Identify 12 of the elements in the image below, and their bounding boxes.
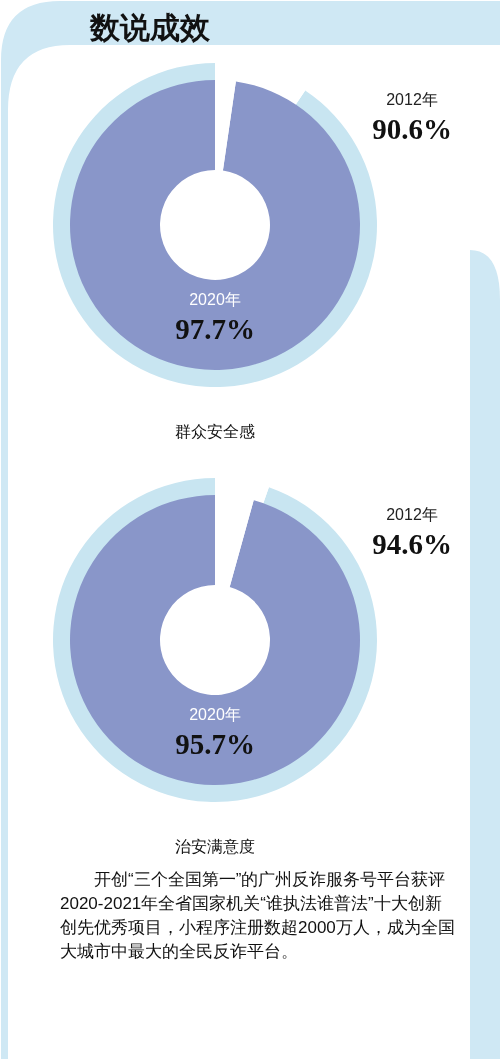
- text: 治安满意度: [175, 838, 255, 855]
- slice-label: 2012年: [386, 91, 438, 108]
- slice-label: 2012年: [386, 506, 438, 523]
- data-label: 94.6%: [372, 528, 452, 560]
- text: 群众安全感: [175, 423, 255, 440]
- chart-title: 数说成效: [89, 11, 211, 44]
- data-label: 97.7%: [175, 313, 255, 345]
- slice-label: 2020年: [189, 291, 241, 308]
- text: 开创“三个全国第一”的广州反诈服务号平台获评2020-2021年全省国家机关“谁执法谁普法”十大创新创先优秀项目，小程序注册数超2000万人，成为全国大城市中最大的全民反诈平台。: [60, 869, 455, 963]
- data-label: 90.6%: [372, 113, 452, 145]
- data-label: 95.7%: [175, 728, 255, 760]
- slice-label: 2020年: [189, 706, 241, 723]
